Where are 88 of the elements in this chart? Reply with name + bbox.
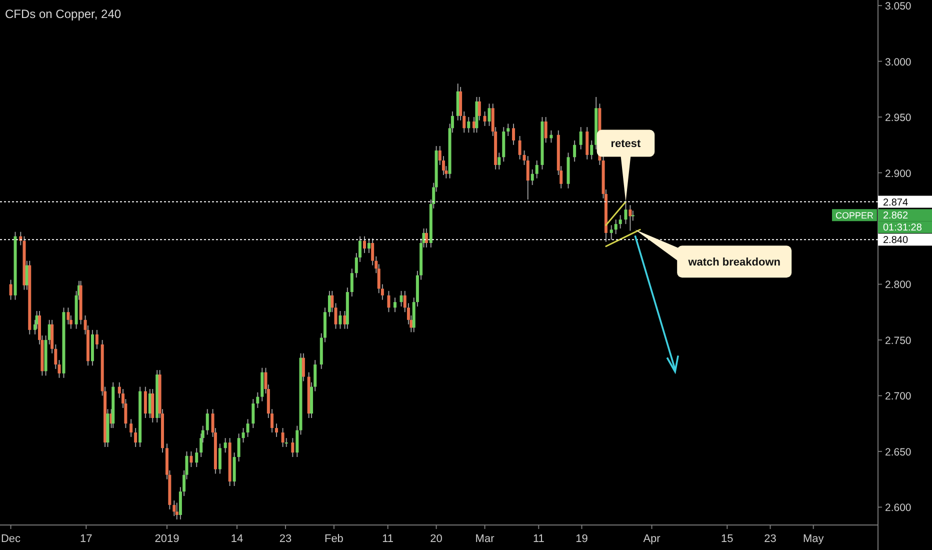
candlestick: [614, 219, 618, 235]
annotation: COPPER: [835, 210, 874, 221]
candlestick: [237, 433, 240, 462]
candlestick: [175, 502, 178, 520]
candlestick: [343, 310, 346, 330]
x-tick-label: 17: [80, 533, 92, 545]
candlestick: [498, 152, 501, 170]
candlestick: [218, 443, 222, 474]
candlestick: [275, 423, 278, 438]
annotation: watch breakdown: [687, 256, 781, 269]
candlestick: [573, 140, 576, 162]
candlestick: [224, 438, 227, 454]
y-tick-label: 3.000: [885, 56, 912, 68]
candlestick: [350, 268, 354, 297]
candlestick: [362, 236, 366, 254]
x-tick-label: 20: [430, 533, 442, 545]
ref-line-label: 2.874: [883, 197, 908, 208]
candlestick: [367, 238, 370, 254]
x-tick-label: Dec: [0, 533, 22, 545]
x-tick-label: 11: [382, 533, 394, 545]
candlestick: [467, 116, 470, 134]
candlestick: [631, 210, 634, 222]
text: 2.862: [883, 210, 908, 222]
x-tick-label: 14: [230, 533, 244, 545]
candlestick: [281, 428, 284, 448]
candlestick: [512, 123, 516, 146]
candlestick: [590, 140, 594, 160]
candlestick: [190, 450, 193, 468]
x-tick-label: 2019: [154, 533, 180, 545]
candlestick: [330, 290, 334, 313]
candlestick: [291, 438, 294, 458]
candlestick: [488, 103, 491, 126]
candlestick: [134, 428, 138, 448]
candlestick: [144, 386, 147, 418]
y-tick-label: 2.700: [885, 390, 912, 403]
candlestick: [586, 126, 589, 160]
candlestick: [206, 408, 209, 436]
x-tick-label: 15: [721, 533, 734, 545]
x-tick-label: 23: [764, 533, 776, 545]
x-tick-label: 11: [532, 533, 544, 545]
text: CFDs on Copper, 240: [5, 7, 122, 21]
candlestick: [394, 297, 397, 313]
y-tick-label: 2.900: [885, 168, 912, 180]
y-tick-label: 2.600: [885, 502, 912, 514]
candlestick: [530, 168, 534, 186]
candlestick: [66, 307, 70, 325]
text: 01:31:28: [883, 222, 922, 234]
y-tick-label: 2.800: [885, 279, 912, 292]
candlestick: [334, 302, 338, 330]
candlestick: [130, 418, 133, 438]
ref-line-label: 2.840: [883, 235, 908, 246]
candlestick: [246, 418, 250, 438]
x-tick-label: Apr: [643, 533, 661, 545]
y-tick-label: 2.750: [885, 334, 912, 347]
annotation: retest: [610, 138, 642, 150]
candlestick: [172, 500, 176, 517]
candlestick: [95, 329, 98, 350]
y-tick-label: 2.950: [885, 112, 912, 124]
candlestick: [628, 204, 632, 232]
candlestick: [256, 392, 260, 408]
candlestick: [483, 110, 486, 126]
candlestick: [424, 228, 428, 248]
y-tick-label: 2.650: [885, 446, 912, 458]
candlestick: [624, 201, 628, 225]
candlestick: [302, 352, 305, 382]
candlestick: [58, 360, 61, 378]
x-tick-label: Feb: [324, 533, 344, 545]
x-tick-label: 19: [576, 533, 588, 545]
candlestick: [242, 428, 245, 444]
candlestick: [506, 123, 510, 136]
candlestick: [252, 398, 255, 429]
candlestick: [387, 290, 390, 313]
candlestick: [618, 214, 622, 230]
candlestick: [478, 96, 481, 121]
x-tick-label: Mar: [475, 533, 495, 545]
candlestick: [550, 130, 553, 144]
candlestick: [9, 279, 12, 300]
candlestick: [400, 290, 403, 308]
y-tick-label: 3.050: [885, 0, 912, 13]
candlestick: [338, 310, 342, 330]
candlestick: [195, 448, 198, 468]
candlestick: [610, 224, 613, 240]
candlestick: [579, 126, 582, 150]
candlestick: [535, 160, 538, 179]
x-tick-label: 23: [279, 533, 292, 545]
candlestick: [518, 135, 522, 160]
x-tick-label: May: [802, 533, 824, 545]
candlestick: [544, 116, 548, 144]
